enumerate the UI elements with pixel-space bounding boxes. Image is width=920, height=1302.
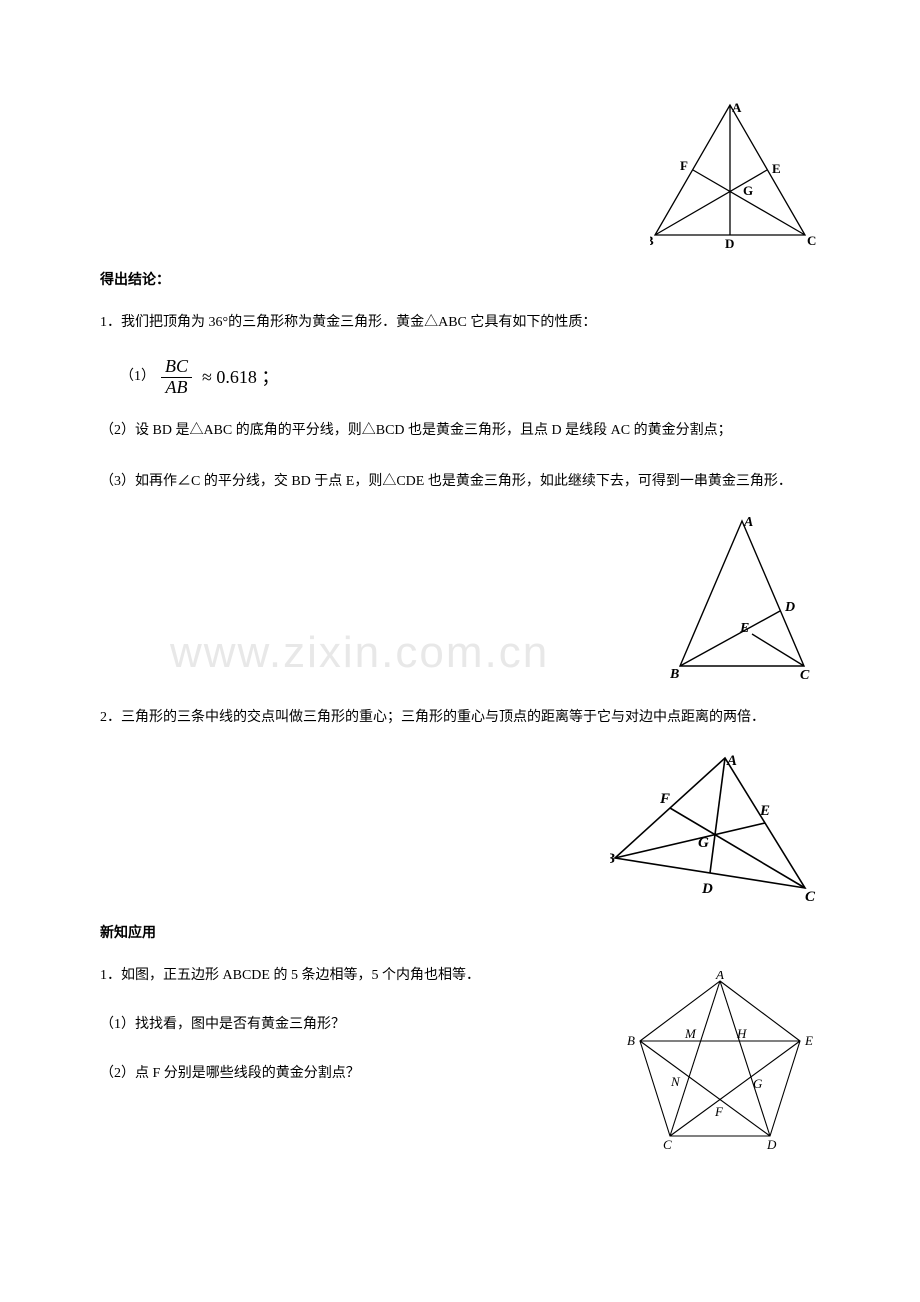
- fig2-label-A: A: [743, 516, 753, 530]
- figure-4-pentagon: A B E C D M H N G F: [625, 971, 820, 1151]
- fig2-label-D: D: [784, 600, 795, 615]
- fraction-denominator: AB: [162, 378, 192, 398]
- fig4-label-N: N: [670, 1074, 681, 1089]
- fig3-label-D: D: [701, 881, 713, 897]
- fig1-label-C: C: [807, 233, 816, 248]
- fig4-label-B: B: [627, 1033, 635, 1048]
- fraction: BC AB: [161, 357, 192, 398]
- fig2-label-C: C: [800, 668, 810, 681]
- fig4-label-D: D: [766, 1137, 777, 1151]
- fig3-label-B: B: [610, 851, 615, 867]
- fraction-numerator: BC: [161, 357, 192, 378]
- fig3-label-A: A: [726, 753, 737, 769]
- figure-1-row: A B C D E F G: [100, 100, 820, 250]
- fig1-label-A: A: [732, 100, 742, 115]
- conclusion-point-3: （3）如再作∠C 的平分线，交 BD 于点 E，则△CDE 也是黄金三角形，如此…: [100, 465, 820, 499]
- fig4-label-H: H: [736, 1026, 747, 1041]
- fig1-label-E: E: [772, 161, 781, 176]
- fig4-label-M: M: [684, 1026, 697, 1041]
- centroid-text: 2．三角形的三条中线的交点叫做三角形的重心；三角形的重心与顶点的距离等于它与对边…: [100, 701, 820, 735]
- heading-application: 新知应用: [100, 923, 820, 945]
- figure-4-wrapper: A B E C D M H N G F: [625, 971, 820, 1151]
- fig3-label-E: E: [759, 803, 770, 819]
- fig2-label-B: B: [670, 667, 679, 681]
- fig1-label-B: B: [650, 233, 654, 248]
- formula-ratio: （1） BC AB ≈ 0.618 ；: [120, 357, 820, 398]
- formula-rhs: ≈ 0.618 ；: [202, 363, 279, 392]
- fig4-label-C: C: [663, 1137, 672, 1151]
- fig2-label-E: E: [739, 621, 749, 636]
- figure-3-centroid: A B C D E F G: [610, 753, 820, 903]
- fig3-label-C: C: [805, 889, 816, 903]
- fig4-label-F: F: [714, 1104, 724, 1119]
- fig4-label-A: A: [715, 971, 724, 982]
- conclusion-intro: 1．我们把顶角为 36°的三角形称为黄金三角形．黄金△ABC 它具有如下的性质：: [100, 308, 820, 339]
- heading-conclusion: 得出结论：: [100, 270, 820, 292]
- figure-2-row: A B C D E: [100, 516, 820, 681]
- fig3-label-G: G: [698, 835, 709, 851]
- figure-2-golden-triangle: A B C D E: [670, 516, 820, 681]
- conclusion-point-2: （2）设 BD 是△ABC 的底角的平分线，则△BCD 也是黄金三角形，且点 D…: [100, 416, 820, 447]
- fig4-label-G: G: [753, 1076, 763, 1091]
- fig1-label-G: G: [743, 183, 753, 198]
- fig1-label-D: D: [725, 236, 734, 250]
- formula-prefix: （1）: [120, 366, 155, 388]
- fig1-label-F: F: [680, 158, 688, 173]
- fig4-label-E: E: [804, 1033, 813, 1048]
- figure-3-row: A B C D E F G: [100, 753, 820, 903]
- figure-1-triangle-medians: A B C D E F G: [650, 100, 820, 250]
- fig3-label-F: F: [659, 791, 670, 807]
